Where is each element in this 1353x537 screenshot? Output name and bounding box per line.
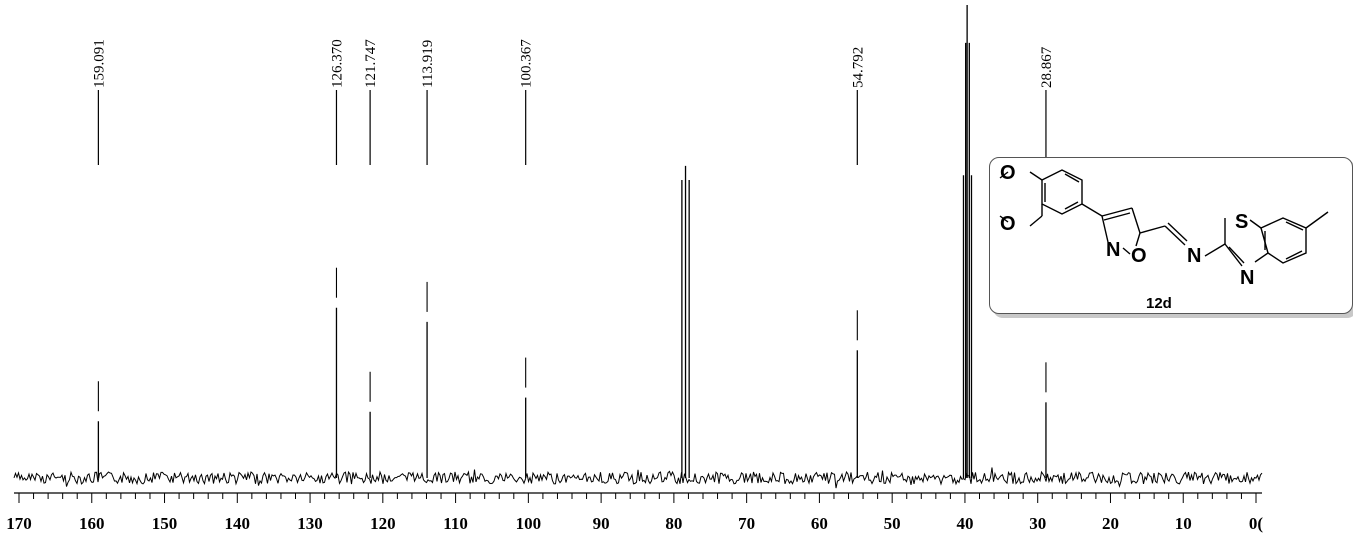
tick-label-90: 90 <box>593 514 610 533</box>
tick-label-70: 70 <box>738 514 755 533</box>
isoxazole-oxygen: O <box>1131 245 1147 267</box>
molecule-structure: O O N O N S N 12d <box>999 162 1329 312</box>
tick-label-140: 140 <box>225 514 251 533</box>
structure-panel: O O N O N S N 12d <box>989 157 1353 314</box>
methoxy-oxygen-1: O <box>1000 162 1016 184</box>
compound-label: 12d <box>1146 295 1172 312</box>
tick-label-170: 170 <box>6 514 32 533</box>
peak-height-markers <box>97 267 1047 412</box>
peak-label-lines <box>97 90 1047 165</box>
tick-label-160: 160 <box>79 514 105 533</box>
tick-label-10: 10 <box>1175 514 1192 533</box>
peak-lines <box>97 5 1047 478</box>
thiazole-sulfur: S <box>1235 211 1248 233</box>
tick-label-130: 130 <box>297 514 323 533</box>
imine-nitrogen: N <box>1187 245 1201 267</box>
x-axis-tick-labels: 170 160 150 140 130 120 110 100 90 80 70 60 50 40 30 20… <box>6 514 1263 533</box>
tick-label-60: 60 <box>811 514 828 533</box>
isoxazole-nitrogen: N <box>1106 239 1120 261</box>
tick-label-150: 150 <box>152 514 178 533</box>
methoxy-oxygen-2: O <box>1000 213 1016 235</box>
tick-label-110: 110 <box>443 514 468 533</box>
tick-label-0: 0( <box>1249 514 1264 533</box>
tick-label-20: 20 <box>1102 514 1119 533</box>
thiazole-nitrogen: N <box>1240 267 1254 289</box>
peak-label-3: 113.919 <box>420 40 436 88</box>
tick-label-50: 50 <box>884 514 901 533</box>
peak-label-1: 126.370 <box>329 39 345 88</box>
peak-label-0: 159.091 <box>91 39 107 88</box>
baseline-noise <box>13 467 1263 489</box>
tick-label-120: 120 <box>370 514 396 533</box>
peak-label-8: 54.792 <box>850 47 866 88</box>
peak-label-14: 28.867 <box>1039 46 1055 88</box>
peak-labels: 159.091 126.370 121.747 113.919 100.367 54.79… <box>91 39 1055 88</box>
tick-label-30: 30 <box>1029 514 1046 533</box>
peak-label-4: 100.367 <box>519 39 535 88</box>
tick-label-40: 40 <box>956 514 973 533</box>
x-axis-ticks <box>18 493 1257 503</box>
tick-label-100: 100 <box>516 514 542 533</box>
tick-label-80: 80 <box>665 514 682 533</box>
peak-label-2: 121.747 <box>363 39 379 88</box>
